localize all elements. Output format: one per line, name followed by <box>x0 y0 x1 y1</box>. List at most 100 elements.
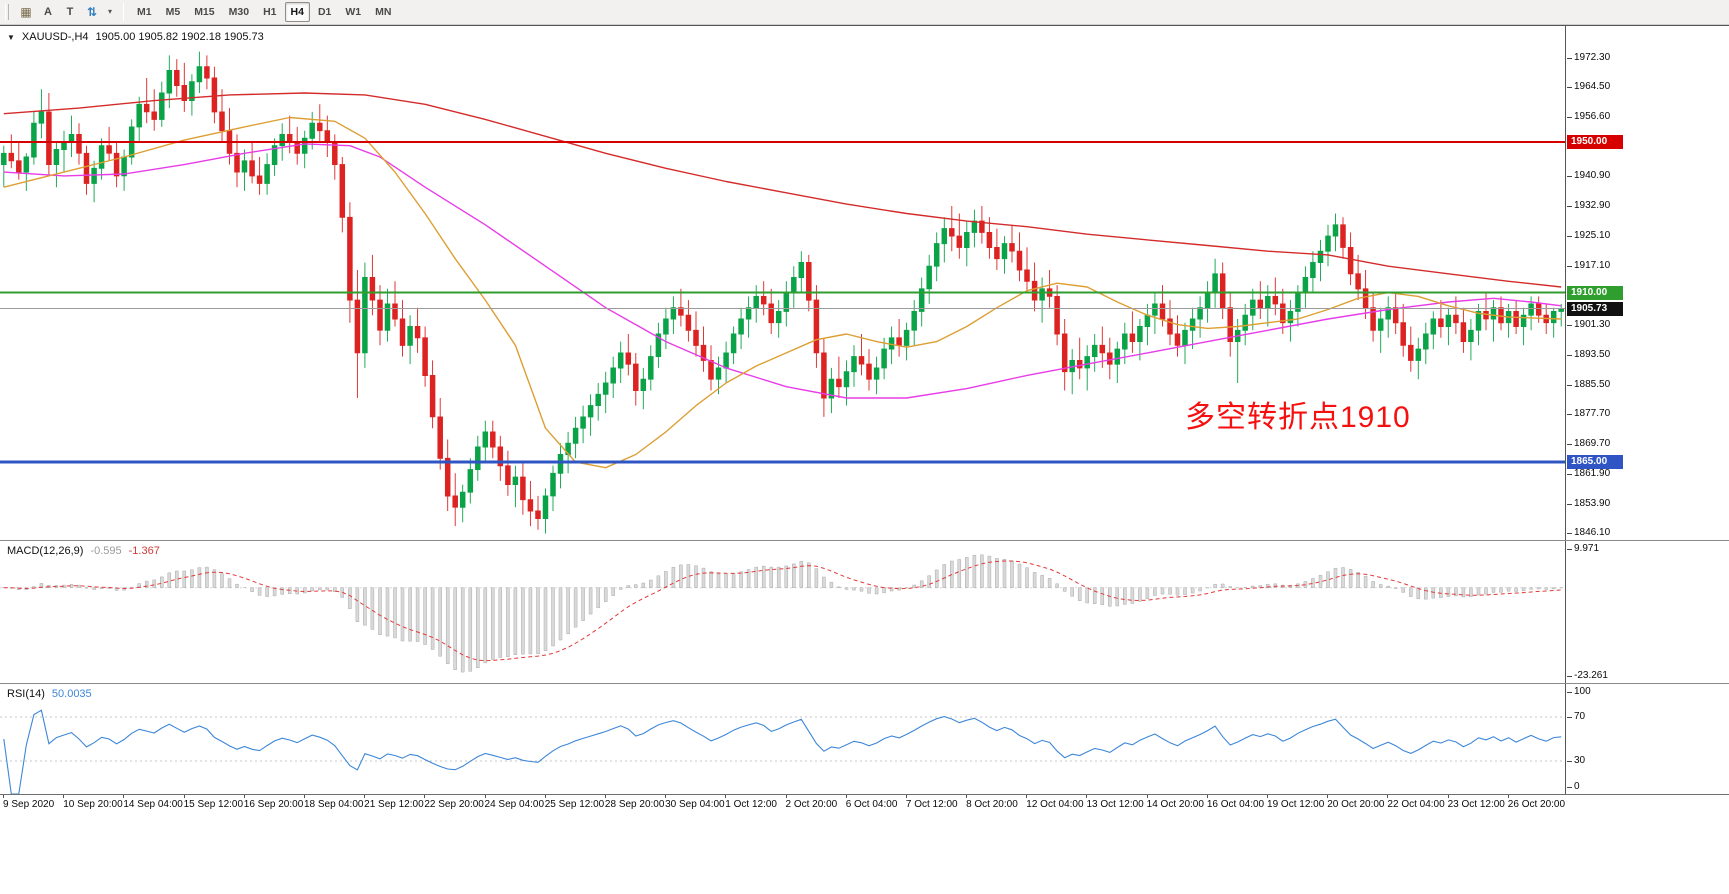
period-button-m30[interactable]: M30 <box>223 2 255 22</box>
time-label: 26 Oct 20:00 <box>1507 794 1566 810</box>
time-label: 16 Oct 04:00 <box>1206 794 1265 810</box>
rsi-line <box>3 709 1562 794</box>
time-label: 22 Sep 20:00 <box>424 794 484 810</box>
price-chart-panel[interactable]: ▼ XAUUSD-,H4 1905.00 1905.82 1902.18 190… <box>0 26 1565 540</box>
time-label: 28 Sep 20:00 <box>604 794 665 810</box>
price-tick: 1956.60 <box>1566 111 1611 123</box>
time-label: 13 Oct 12:00 <box>1086 794 1144 810</box>
time-label: 7 Oct 12:00 <box>905 794 958 810</box>
rsi-axis-tick: 0 <box>1567 781 1580 792</box>
collapse-triangle-icon[interactable]: ▼ <box>7 33 15 42</box>
rsi-panel[interactable]: RSI(14) 50.0035 <box>0 684 1565 794</box>
macd-signal-line <box>3 560 1562 662</box>
rsi-value: 50.0035 <box>51 688 92 700</box>
price-tag-1950.00: 1950.00 <box>1567 134 1623 149</box>
macd-signal-value: -1.367 <box>128 545 160 557</box>
period-button-d1[interactable]: D1 <box>312 2 337 22</box>
period-button-h1[interactable]: H1 <box>257 2 282 22</box>
up-down-arrows-icon: ⇅ <box>86 5 98 19</box>
rsi-axis-tick: 100 <box>1567 686 1591 697</box>
price-axis[interactable]: 1972.301964.501956.601948.701940.901932.… <box>1565 26 1729 540</box>
price-tick: 1869.70 <box>1566 438 1611 450</box>
time-label: 14 Sep 04:00 <box>123 794 183 810</box>
toolbar-grip[interactable] <box>5 4 9 20</box>
price-tick: 1893.50 <box>1566 348 1611 360</box>
period-button-m5[interactable]: M5 <box>160 2 187 22</box>
symbol-info: ▼ XAUUSD-,H4 1905.00 1905.82 1902.18 190… <box>7 31 264 43</box>
price-tag-1865.00: 1865.00 <box>1567 455 1623 470</box>
timeframe-buttons: M1 M5 M15 M30 H1 H4 D1 W1 MN <box>130 2 398 22</box>
cycle-symbols-button[interactable]: ⇅ <box>82 2 102 22</box>
price-tick: 1940.90 <box>1566 170 1611 182</box>
macd-title: MACD(12,26,9) <box>7 545 84 557</box>
price-tick: 1932.90 <box>1566 200 1611 212</box>
time-label: 21 Sep 12:00 <box>364 794 424 810</box>
rsi-axis-tick: 30 <box>1566 755 1586 766</box>
price-tick: 1861.90 <box>1566 467 1611 479</box>
macd-label: MACD(12,26,9) -0.595 -1.367 <box>7 545 160 557</box>
time-label: 25 Sep 12:00 <box>544 794 605 810</box>
macd-panel[interactable]: MACD(12,26,9) -0.595 -1.367 <box>0 541 1565 683</box>
rsi-canvas[interactable] <box>0 684 1565 794</box>
macd-main-value: -0.595 <box>90 545 122 557</box>
price-tick: 1972.30 <box>1566 52 1611 63</box>
current-price-tag: 1905.73 <box>1567 301 1623 316</box>
time-label: 20 Oct 20:00 <box>1327 794 1385 810</box>
time-label: 1 Oct 12:00 <box>725 794 777 810</box>
period-button-mn[interactable]: MN <box>369 2 397 22</box>
macd-histogram <box>2 554 1563 673</box>
candles-up <box>1 51 1564 534</box>
ma-fast-orange-line <box>3 116 1562 469</box>
period-button-m1[interactable]: M1 <box>131 2 158 22</box>
bar-chart-button[interactable]: ▦ <box>16 2 36 22</box>
time-label: 16 Sep 20:00 <box>243 794 304 810</box>
rsi-panel-divider[interactable] <box>0 683 1729 684</box>
time-label: 9 Sep 2020 <box>3 794 55 810</box>
ma-slow-red-line <box>3 92 1562 288</box>
toolbar-separator <box>123 3 124 21</box>
price-tick: 1917.10 <box>1566 259 1611 271</box>
price-tick: 1853.90 <box>1566 497 1611 509</box>
rsi-axis[interactable]: 100 70 30 0 <box>1565 684 1729 794</box>
price-tick: 1901.30 <box>1566 319 1611 331</box>
symbol-name: XAUUSD-,H4 <box>21 31 89 43</box>
time-label: 12 Oct 04:00 <box>1026 794 1084 810</box>
rsi-axis-tick: 70 <box>1566 711 1586 722</box>
period-button-m15[interactable]: M15 <box>188 2 220 22</box>
price-tick: 1964.50 <box>1566 81 1611 93</box>
price-tick: 1925.10 <box>1566 229 1611 241</box>
time-label: 6 Oct 04:00 <box>845 794 898 810</box>
macd-axis-tick: -23.261 <box>1567 670 1608 681</box>
price-chart-canvas[interactable] <box>0 26 1565 540</box>
chart-text-annotation[interactable]: 多空转折点1910 <box>1185 401 1411 434</box>
time-label: 8 Oct 20:00 <box>966 794 1018 810</box>
macd-panel-divider[interactable] <box>0 540 1729 541</box>
price-tag-1910.00: 1910.00 <box>1567 285 1623 300</box>
time-label: 23 Oct 12:00 <box>1447 794 1505 810</box>
ohlc-values: 1905.00 1905.82 1902.18 1905.73 <box>95 31 264 43</box>
time-label: 14 Oct 20:00 <box>1146 794 1204 810</box>
macd-canvas[interactable] <box>0 541 1565 683</box>
time-label: 19 Oct 12:00 <box>1267 794 1325 810</box>
time-label: 24 Sep 04:00 <box>484 794 545 810</box>
text-tool-button[interactable]: T <box>60 2 80 22</box>
dropdown-caret-icon: ▾ <box>107 7 112 16</box>
rsi-label: RSI(14) 50.0035 <box>7 688 92 700</box>
time-label: 10 Sep 20:00 <box>63 794 123 810</box>
period-button-h4[interactable]: H4 <box>284 2 310 22</box>
time-axis[interactable]: 9 Sep 2020 10 Sep 20:00 14 Sep 04:00 15 Sep… <box>0 794 1729 817</box>
rsi-title: RSI(14) <box>7 688 45 700</box>
period-button-w1[interactable]: W1 <box>339 2 367 22</box>
macd-axis[interactable]: 9.971 -23.261 <box>1565 541 1729 683</box>
toolbar-dropdown-button[interactable]: ▾ <box>104 2 116 22</box>
arrow-tool-icon: A <box>44 5 52 18</box>
price-tick: 1877.70 <box>1566 408 1611 420</box>
time-label: 22 Oct 04:00 <box>1387 794 1445 810</box>
bar-chart-icon: ▦ <box>20 5 32 19</box>
price-tick: 1885.50 <box>1566 378 1611 390</box>
time-label: 2 Oct 20:00 <box>785 794 838 810</box>
arrow-tool-button[interactable]: A <box>38 2 58 22</box>
macd-axis-tick: 9.971 <box>1566 542 1600 554</box>
time-label: 30 Sep 04:00 <box>665 794 725 810</box>
